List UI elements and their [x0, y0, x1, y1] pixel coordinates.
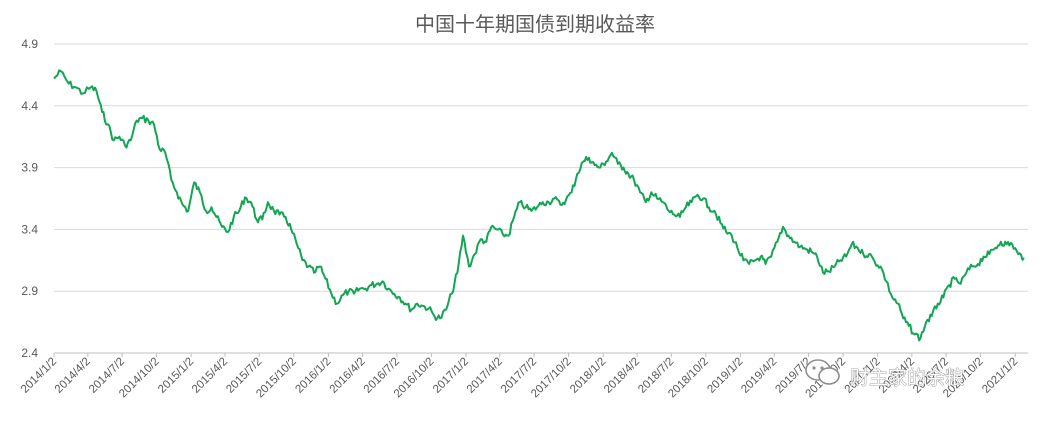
watermark-text: 财主家的余粮: [850, 367, 964, 389]
x-tick-label: 2019/4/2: [739, 356, 779, 396]
chart-title: 中国十年期国债到期收益率: [415, 12, 655, 36]
y-axis-ticks: 4.9 4.4 3.9 3.4 2.9 2.4: [21, 37, 38, 360]
y-tick-label: 3.9: [21, 161, 38, 175]
series-layer: [53, 69, 1025, 342]
wechat-icon: [805, 359, 840, 385]
y-tick-label: 2.9: [21, 284, 38, 298]
y-tick-label: 3.4: [21, 222, 38, 236]
x-tick-label: 2018/1/2: [568, 356, 608, 396]
x-tick-label: 2014/4/2: [53, 356, 93, 396]
x-tick-label: 2017/4/2: [465, 356, 505, 396]
grid-lines: [54, 43, 1028, 292]
x-tick-label: 2021/1/2: [980, 356, 1020, 396]
x-tick-label: 2015/4/2: [190, 356, 230, 396]
y-tick-label: 4.4: [21, 99, 38, 113]
x-tick-label: 2014/1/2: [19, 356, 59, 396]
x-tick-label: 2018/4/2: [602, 356, 642, 396]
x-tick-label: 2016/4/2: [328, 356, 368, 396]
y-tick-label: 4.9: [21, 37, 38, 51]
y-tick-label: 2.4: [21, 346, 38, 360]
x-tick-label: 2016/1/2: [293, 356, 333, 396]
watermark: 财主家的余粮: [805, 359, 964, 389]
x-tick-label: 2019/1/2: [705, 356, 745, 396]
x-tick-label: 2015/1/2: [156, 356, 196, 396]
series-line: [53, 69, 1025, 342]
x-tick-label: 2017/1/2: [431, 356, 471, 396]
